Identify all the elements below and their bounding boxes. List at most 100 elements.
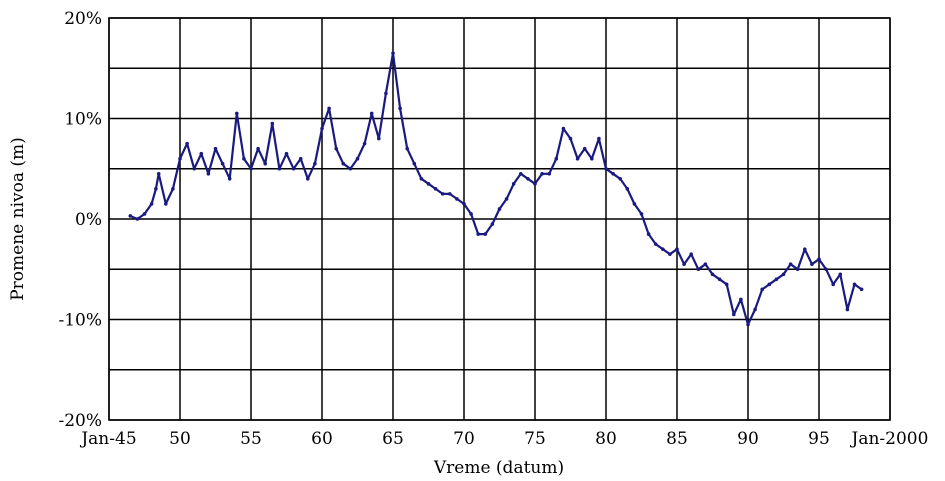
x-tick-label: 50 <box>169 429 191 449</box>
data-point <box>128 214 133 218</box>
y-tick-label: -10% <box>58 311 102 331</box>
data-point <box>795 267 800 272</box>
data-point <box>533 182 537 186</box>
data-point <box>547 171 551 176</box>
data-point <box>192 166 196 171</box>
data-point <box>391 51 395 55</box>
data-point <box>426 182 431 186</box>
data-point <box>661 247 665 251</box>
x-tick-label: Jan-2000 <box>850 429 929 449</box>
data-point <box>298 156 303 161</box>
data-point <box>440 192 445 196</box>
data-point <box>455 197 459 201</box>
data-point <box>625 187 630 191</box>
data-point <box>156 171 161 176</box>
data-point <box>590 156 594 161</box>
data-point <box>135 217 140 221</box>
data-point <box>256 146 260 151</box>
data-point <box>334 146 339 151</box>
data-point <box>632 202 637 206</box>
data-point <box>355 156 360 161</box>
data-point <box>249 166 253 171</box>
data-point <box>448 192 452 196</box>
data-point <box>362 141 367 146</box>
data-point <box>348 166 353 171</box>
y-tick-label: 20% <box>64 9 102 29</box>
data-point <box>277 166 282 171</box>
data-point <box>178 156 182 161</box>
data-point <box>504 197 509 201</box>
data-point <box>803 247 807 251</box>
data-point <box>526 177 530 181</box>
data-point <box>270 121 275 126</box>
data-point <box>164 202 168 206</box>
data-point <box>462 202 466 206</box>
plot-series <box>128 51 864 327</box>
data-point <box>384 91 388 96</box>
data-point <box>788 262 793 267</box>
data-point <box>717 277 722 282</box>
data-point <box>845 307 850 312</box>
data-point <box>263 161 268 166</box>
data-point <box>412 161 417 166</box>
data-point <box>597 136 601 141</box>
data-point <box>852 282 857 287</box>
gridlines <box>108 17 891 421</box>
data-point <box>781 272 786 277</box>
y-axis-ticks: 20% 10% 0% -10% -20% <box>58 9 102 431</box>
data-point <box>753 307 757 312</box>
data-point <box>469 212 473 216</box>
data-point <box>682 262 686 267</box>
data-point <box>405 146 410 151</box>
data-point <box>206 171 211 176</box>
data-point <box>369 111 374 116</box>
y-tick-label: 0% <box>75 210 102 230</box>
data-point <box>199 151 204 156</box>
y-axis-label: Promene nivoa (m) <box>8 137 28 301</box>
data-point <box>320 126 324 131</box>
data-point <box>653 242 658 246</box>
y-tick-label: 10% <box>64 110 102 130</box>
data-point <box>284 151 289 156</box>
data-point <box>824 267 828 272</box>
data-point <box>227 177 232 181</box>
data-point <box>220 161 225 166</box>
data-point <box>561 126 566 131</box>
x-axis-label: Vreme (datum) <box>433 458 564 478</box>
data-point <box>476 232 481 236</box>
data-point <box>831 282 835 287</box>
data-point <box>341 161 346 166</box>
x-tick-label: 55 <box>240 429 262 449</box>
data-point <box>242 156 246 161</box>
x-tick-label: Jan-45 <box>79 429 136 449</box>
data-point <box>490 222 495 226</box>
data-point <box>142 212 147 216</box>
series-line <box>129 52 863 326</box>
data-point <box>213 146 218 151</box>
data-point <box>575 156 580 161</box>
data-point <box>618 177 622 181</box>
data-point <box>675 247 679 251</box>
data-point <box>398 106 402 111</box>
data-point <box>710 272 715 277</box>
data-point <box>696 267 701 272</box>
data-point <box>604 166 608 171</box>
data-point <box>235 111 239 116</box>
data-point <box>149 202 154 206</box>
data-point <box>689 252 693 256</box>
data-point <box>511 182 516 186</box>
data-point <box>291 166 296 171</box>
data-point <box>554 156 559 161</box>
data-point <box>419 177 424 181</box>
data-point <box>739 297 743 302</box>
data-point <box>377 136 381 141</box>
data-point <box>817 257 821 262</box>
data-point <box>483 232 488 236</box>
x-tick-label: 80 <box>595 429 617 449</box>
data-point <box>859 287 864 292</box>
data-point <box>154 187 158 191</box>
data-point <box>433 187 438 191</box>
x-tick-label: 70 <box>453 429 475 449</box>
x-tick-label: 65 <box>382 429 404 449</box>
